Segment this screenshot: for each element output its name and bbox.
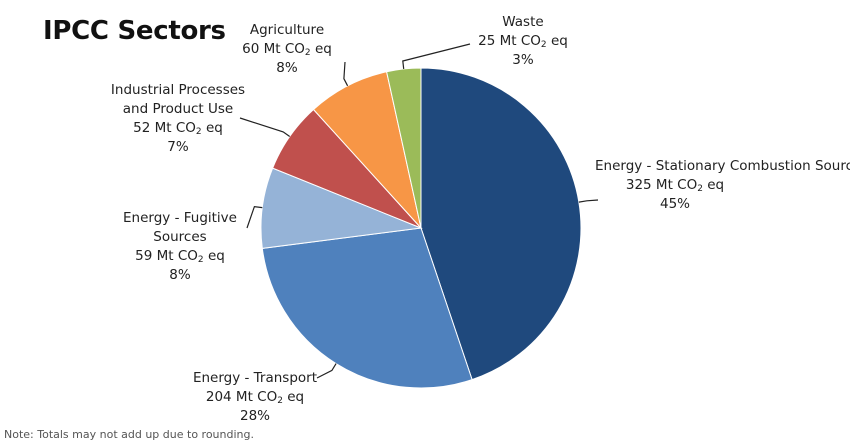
slice-value: 60 Mt CO2 eq (242, 41, 332, 58)
leader-line-0 (578, 199, 599, 203)
slice-name: Energy - Transport (192, 370, 318, 386)
leader-line-5 (402, 43, 471, 69)
label-waste: Waste 25 Mt CO2 eq 3% (458, 13, 588, 70)
footnote: Note: Totals may not add up due to round… (4, 428, 254, 441)
slice-percent: 7% (167, 139, 189, 155)
pie-slice-5 (386, 67, 422, 229)
label-energy-stationary: Energy - Stationary Combustion Sources 3… (595, 157, 850, 214)
label-agriculture: Agriculture 60 Mt CO2 eq 8% (222, 21, 352, 78)
chart-title: IPCC Sectors (43, 16, 226, 46)
leader-line-4 (343, 61, 349, 87)
slice-value: 52 Mt CO2 eq (133, 120, 223, 137)
label-energy-transport: Energy - Transport 204 Mt CO2 eq 28% (180, 369, 330, 426)
leader-line-2 (246, 205, 263, 229)
slice-percent: 45% (659, 196, 690, 212)
slice-name: Waste (502, 14, 544, 30)
slice-percent: 28% (239, 408, 270, 424)
slice-name: Energy - Stationary Combustion Sources (595, 158, 850, 174)
pie-slice-0 (420, 67, 582, 381)
pie-slice-1 (261, 227, 473, 389)
slice-value: 25 Mt CO2 eq (478, 33, 568, 50)
slice-percent: 8% (276, 60, 298, 76)
slice-percent: 3% (512, 52, 534, 68)
slice-value: 204 Mt CO2 eq (205, 389, 305, 406)
slice-value: 59 Mt CO2 eq (135, 248, 225, 265)
slice-name: Industrial Processes and Product Use (110, 82, 246, 117)
leader-line-1 (316, 363, 337, 379)
leader-line-3 (239, 117, 291, 137)
slice-name: Agriculture (249, 22, 325, 38)
label-energy-fugitive: Energy - Fugitive Sources 59 Mt CO2 eq 8… (110, 209, 250, 285)
slice-percent: 8% (169, 267, 191, 283)
label-industrial: Industrial Processes and Product Use 52 … (98, 81, 258, 157)
slice-value: 325 Mt CO2 eq (625, 177, 725, 194)
slice-name: Energy - Fugitive Sources (123, 210, 237, 245)
